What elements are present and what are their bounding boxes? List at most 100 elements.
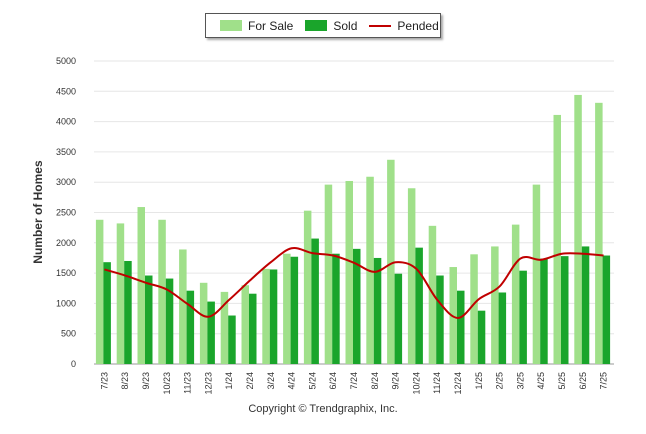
bar-for-sale-11/23[interactable] — [179, 249, 187, 364]
bar-for-sale-6/24[interactable] — [324, 184, 333, 364]
bar-for-sale-8/23[interactable] — [116, 223, 125, 364]
x-tick-label: 8/23 — [120, 372, 130, 390]
x-tick-label: 9/23 — [141, 372, 151, 390]
bar-sold-9/24[interactable] — [394, 273, 403, 364]
bar-for-sale-10/24[interactable] — [407, 188, 416, 364]
bar-sold-3/24[interactable] — [269, 269, 278, 364]
bar-sold-5/24[interactable] — [311, 238, 319, 364]
x-tick-label: 6/24 — [328, 372, 338, 390]
bar-sold-6/24[interactable] — [332, 253, 340, 364]
bars — [95, 94, 611, 365]
y-tick-label: 4000 — [56, 117, 76, 127]
bar-for-sale-2/24[interactable] — [241, 285, 250, 364]
bar-sold-3/25[interactable] — [519, 270, 527, 364]
copyright-credit: Copyright © Trendgraphix, Inc. — [248, 403, 398, 415]
bar-for-sale-12/23[interactable] — [199, 282, 208, 364]
x-tick-label: 1/25 — [474, 372, 484, 390]
x-tick-label: 9/24 — [391, 372, 401, 390]
bar-sold-12/23[interactable] — [207, 301, 215, 364]
legend: For Sale Sold Pended — [205, 13, 441, 38]
bar-sold-7/23[interactable] — [103, 262, 111, 364]
legend-item-for-sale[interactable]: For Sale — [220, 19, 293, 33]
bar-for-sale-5/25[interactable] — [553, 114, 562, 365]
bar-for-sale-11/24[interactable] — [428, 225, 437, 364]
pended-series-line[interactable] — [104, 246, 604, 319]
bar-for-sale-3/24[interactable] — [262, 268, 270, 364]
bar-sold-2/24[interactable] — [249, 293, 257, 364]
y-tick-label: 3000 — [56, 177, 76, 187]
bar-for-sale-7/25[interactable] — [595, 102, 603, 365]
x-tick-label: 6/25 — [578, 372, 588, 390]
bar-for-sale-6/25[interactable] — [574, 94, 582, 364]
bar-sold-2/25[interactable] — [498, 292, 507, 364]
x-axis-tick-labels: 7/23 8/23 9/23 10/23 11/23 12/23 1/24 2/24 3/24 4… — [99, 372, 608, 395]
y-tick-label: 5000 — [56, 56, 76, 66]
bar-for-sale-9/23[interactable] — [137, 207, 146, 364]
x-tick-label: 12/23 — [203, 372, 213, 395]
bar-for-sale-3/25[interactable] — [511, 224, 520, 364]
y-tick-label: 500 — [61, 329, 76, 339]
bar-sold-8/24[interactable] — [373, 257, 382, 364]
bar-for-sale-1/25[interactable] — [470, 254, 478, 364]
bar-for-sale-2/25[interactable] — [491, 246, 499, 364]
bar-sold-1/25[interactable] — [477, 310, 486, 364]
y-tick-label: 0 — [71, 359, 76, 369]
x-tick-label: 7/25 — [599, 372, 609, 390]
bar-sold-4/25[interactable] — [540, 258, 548, 364]
bar-sold-7/25[interactable] — [602, 255, 611, 364]
bar-for-sale-1/24[interactable] — [220, 291, 229, 364]
x-tick-label: 8/24 — [370, 372, 380, 390]
bar-for-sale-4/24[interactable] — [283, 253, 291, 364]
bar-for-sale-7/24[interactable] — [345, 180, 354, 364]
x-tick-label: 2/25 — [495, 372, 505, 390]
bar-for-sale-10/23[interactable] — [158, 219, 166, 364]
bar-sold-11/23[interactable] — [186, 290, 195, 364]
bar-for-sale-4/25[interactable] — [532, 184, 541, 364]
x-tick-label: 3/24 — [266, 372, 276, 390]
legend-item-pended[interactable]: Pended — [369, 18, 439, 33]
bar-sold-7/24[interactable] — [353, 248, 361, 364]
bar-for-sale-9/24[interactable] — [387, 159, 395, 364]
x-tick-label: 12/24 — [453, 372, 463, 395]
legend-label-pended: Pended — [397, 18, 439, 33]
y-axis-label: Number of Homes — [31, 160, 45, 264]
x-tick-label: 10/24 — [411, 372, 421, 395]
x-tick-label: 4/24 — [287, 372, 297, 390]
y-tick-label: 1500 — [56, 268, 76, 278]
x-tick-label: 5/25 — [557, 372, 567, 390]
bar-sold-10/24[interactable] — [415, 247, 423, 364]
x-tick-label: 11/23 — [183, 372, 193, 394]
bar-sold-4/24[interactable] — [290, 256, 299, 364]
bar-for-sale-7/23[interactable] — [95, 219, 104, 364]
legend-item-sold[interactable]: Sold — [305, 19, 357, 33]
pended-swatch — [369, 24, 392, 27]
bar-sold-8/23[interactable] — [124, 260, 132, 364]
x-tick-label: 5/24 — [307, 372, 317, 390]
y-axis-tick-labels: 0 500 1000 1500 2000 2500 3000 3500 4000 4500 5000 — [56, 56, 76, 369]
x-tick-label: 10/23 — [162, 372, 172, 395]
x-tick-label: 7/23 — [99, 372, 109, 390]
bar-sold-9/23[interactable] — [145, 275, 153, 364]
y-tick-label: 3500 — [56, 147, 76, 157]
x-tick-label: 1/24 — [224, 372, 234, 390]
pended-line — [104, 246, 604, 319]
x-tick-label: 4/25 — [536, 372, 546, 390]
sold-swatch — [305, 20, 328, 31]
y-tick-label: 1000 — [56, 298, 76, 308]
y-tick-label: 2000 — [56, 238, 76, 248]
bar-sold-1/24[interactable] — [228, 315, 236, 364]
x-tick-label: 2/24 — [245, 372, 255, 390]
bar-sold-12/24[interactable] — [457, 290, 465, 364]
bar-sold-10/23[interactable] — [165, 278, 174, 364]
x-tick-label: 11/24 — [432, 372, 442, 394]
y-tick-label: 2500 — [56, 208, 76, 218]
for-sale-swatch — [220, 20, 242, 31]
bar-sold-11/24[interactable] — [436, 275, 444, 364]
legend-label-for-sale: For Sale — [248, 18, 294, 33]
x-tick-label: 7/24 — [349, 372, 359, 390]
y-tick-label: 4500 — [56, 86, 76, 96]
bar-sold-6/25[interactable] — [581, 246, 590, 364]
bar-sold-5/25[interactable] — [561, 256, 569, 364]
bar-for-sale-5/24[interactable] — [303, 210, 312, 364]
